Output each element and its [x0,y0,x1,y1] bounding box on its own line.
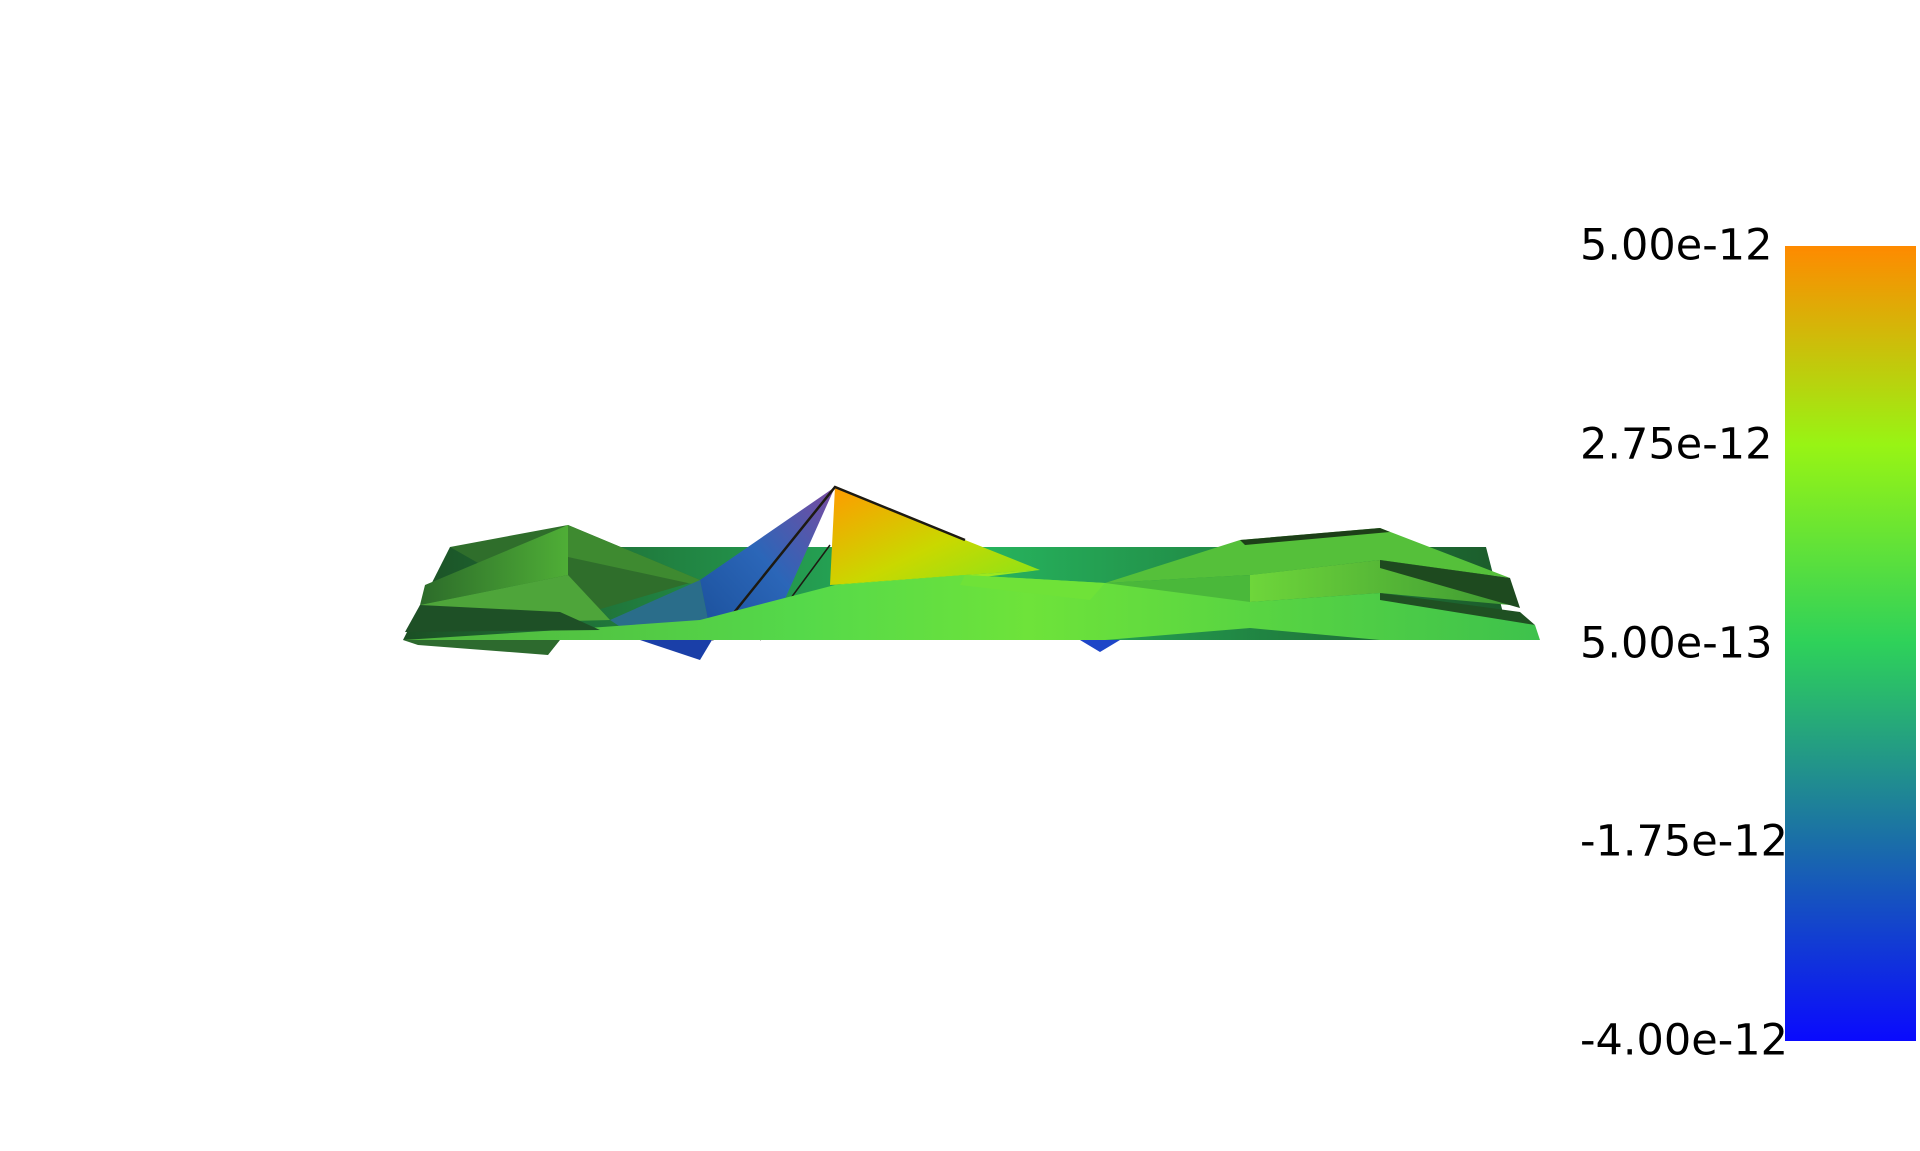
colorbar-tick-label: -1.75e-12 [1580,816,1788,867]
surface-facet [403,640,560,655]
surface-facet [830,487,1040,585]
surface-facet [640,640,712,660]
surface-facet [568,525,720,590]
surface-facet [960,575,1105,600]
surface-facet [403,575,1540,640]
surface-facet [450,525,700,617]
colorbar-fill [1785,246,1916,1041]
colorbar-tick-label: 2.75e-12 [1580,419,1773,470]
colorbar [1785,246,1916,1041]
colorbar-tick-label: 5.00e-13 [1580,618,1773,668]
surface-facet [1240,528,1390,545]
surface-facet [405,605,600,632]
colorbar-tick-label: 5.00e-12 [1580,220,1773,271]
surface-facet [1380,560,1520,608]
surface-facet [420,525,568,605]
colorbar-tick-label: -4.00e-12 [1580,1015,1788,1066]
surface-facet [700,487,835,640]
surface-facet [1080,640,1120,652]
surface-facet [1380,593,1535,625]
surface-facet [1105,528,1510,583]
surface-edge [711,485,966,641]
